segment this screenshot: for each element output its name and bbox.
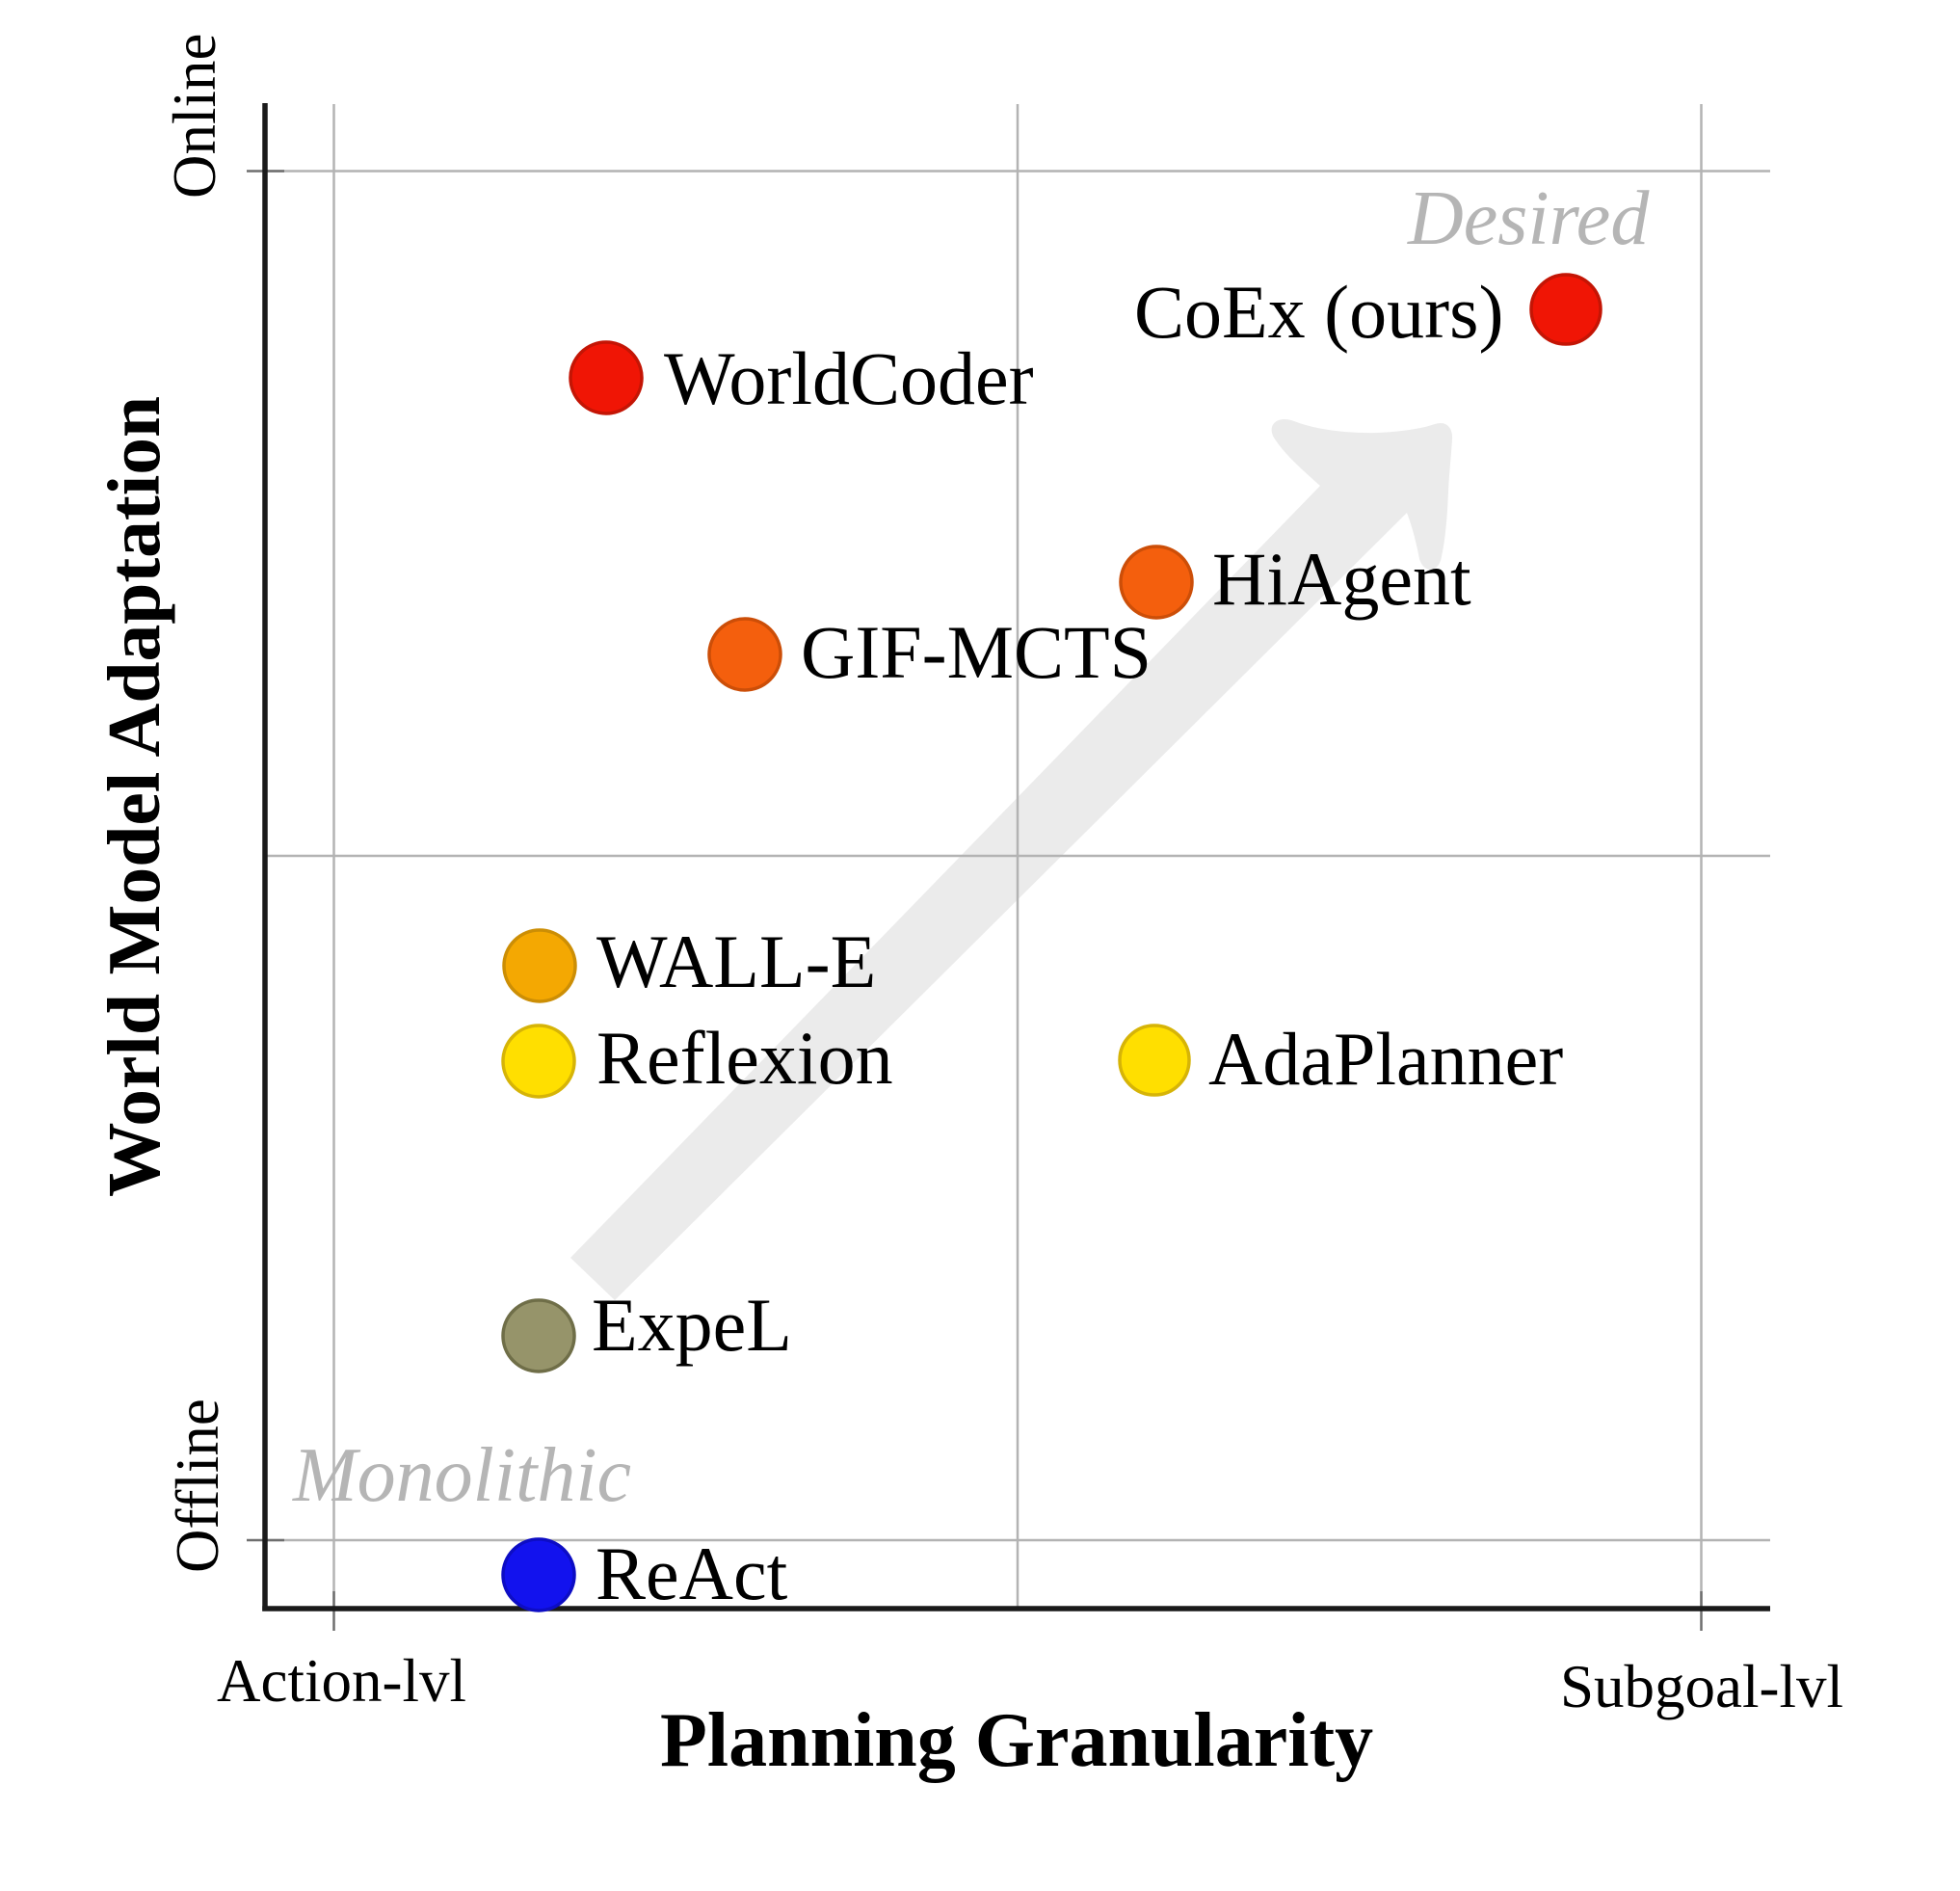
svg-text:ReAct: ReAct bbox=[596, 1531, 788, 1615]
svg-text:World Model Adaptation: World Model Adaptation bbox=[93, 396, 175, 1197]
svg-text:WorldCoder: WorldCoder bbox=[664, 336, 1034, 420]
svg-text:WALL-E: WALL-E bbox=[596, 919, 876, 1003]
svg-text:Planning Granularity: Planning Granularity bbox=[660, 1698, 1373, 1783]
svg-text:Monolithic: Monolithic bbox=[292, 1433, 631, 1518]
svg-text:Reflexion: Reflexion bbox=[596, 1016, 893, 1100]
svg-text:Subgoal-lvl: Subgoal-lvl bbox=[1560, 1653, 1843, 1720]
svg-text:CoEx (ours): CoEx (ours) bbox=[1134, 270, 1503, 354]
svg-text:GIF-MCTS: GIF-MCTS bbox=[801, 610, 1152, 694]
svg-text:Desired: Desired bbox=[1407, 176, 1650, 261]
svg-text:ExpeL: ExpeL bbox=[592, 1283, 792, 1367]
svg-text:Action-lvl: Action-lvl bbox=[217, 1647, 466, 1715]
svg-text:Online: Online bbox=[161, 34, 228, 199]
svg-text:Offline: Offline bbox=[164, 1398, 231, 1573]
svg-text:AdaPlanner: AdaPlanner bbox=[1208, 1017, 1563, 1101]
svg-text:HiAgent: HiAgent bbox=[1212, 537, 1471, 621]
